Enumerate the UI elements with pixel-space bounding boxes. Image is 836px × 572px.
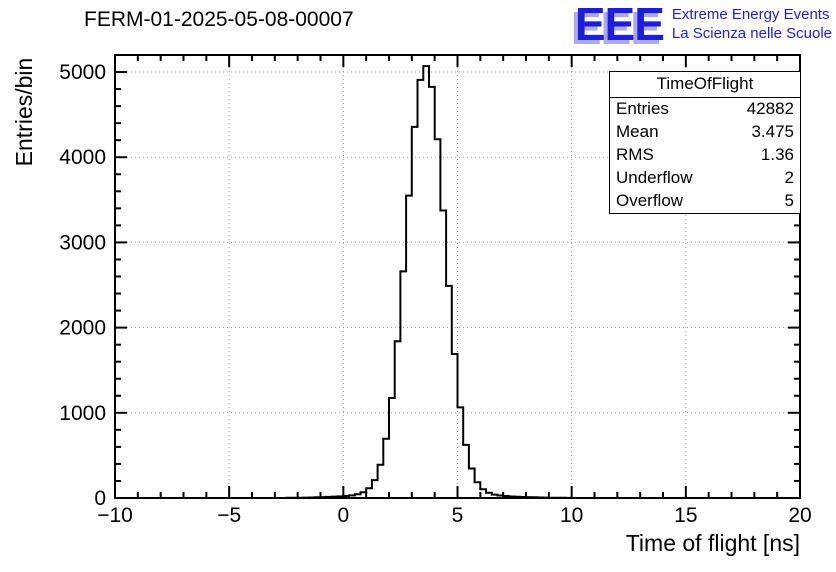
stats-value: 3.475: [751, 122, 794, 141]
stats-value: 2: [784, 168, 794, 187]
y-axis-title: Entries/bin: [11, 57, 37, 167]
stats-row-entries: Entries 42882: [610, 98, 800, 121]
stats-box: TimeOfFlight Entries 42882 Mean 3.475 RM…: [609, 71, 801, 214]
logo-line-2: La Scienza nelle Scuole: [671, 25, 832, 42]
svg-text:5000: 5000: [59, 61, 106, 84]
stats-value: 5: [784, 191, 794, 210]
svg-text:−5: −5: [217, 504, 241, 527]
svg-text:0: 0: [337, 504, 349, 527]
stats-title: TimeOfFlight: [610, 72, 800, 98]
stats-row-rms: RMS 1.36: [610, 144, 800, 167]
eee-logo-text: EEE: [574, 0, 665, 50]
stats-label: Entries: [616, 99, 669, 118]
stats-label: Underflow: [616, 168, 693, 187]
svg-text:20: 20: [788, 504, 811, 527]
svg-text:10: 10: [560, 504, 583, 527]
plot-title: FERM-01-2025-05-08-00007: [84, 8, 354, 31]
svg-text:1000: 1000: [59, 402, 106, 425]
logo-line-1: Extreme Energy Events: [671, 6, 830, 23]
svg-text:5: 5: [452, 504, 464, 527]
stats-value: 1.36: [760, 145, 794, 164]
stats-value: 42882: [746, 99, 794, 118]
stats-row-underflow: Underflow 2: [610, 167, 800, 190]
svg-text:15: 15: [674, 504, 697, 527]
x-axis-title: Time of flight [ns]: [625, 530, 800, 556]
stats-row-overflow: Overflow 5: [610, 190, 800, 213]
stats-row-mean: Mean 3.475: [610, 121, 800, 144]
eee-logo: EEE Extreme Energy Events La Scienza nel…: [574, 0, 832, 50]
stats-label: RMS: [616, 145, 654, 164]
svg-text:2000: 2000: [59, 317, 106, 340]
svg-text:−10: −10: [97, 504, 133, 527]
eee-logo-subtitle: Extreme Energy Events La Scienza nelle S…: [672, 5, 832, 43]
stats-label: Mean: [616, 122, 659, 141]
stats-label: Overflow: [616, 191, 684, 210]
svg-text:0: 0: [94, 487, 106, 510]
svg-text:4000: 4000: [59, 146, 106, 169]
svg-text:3000: 3000: [59, 231, 106, 254]
